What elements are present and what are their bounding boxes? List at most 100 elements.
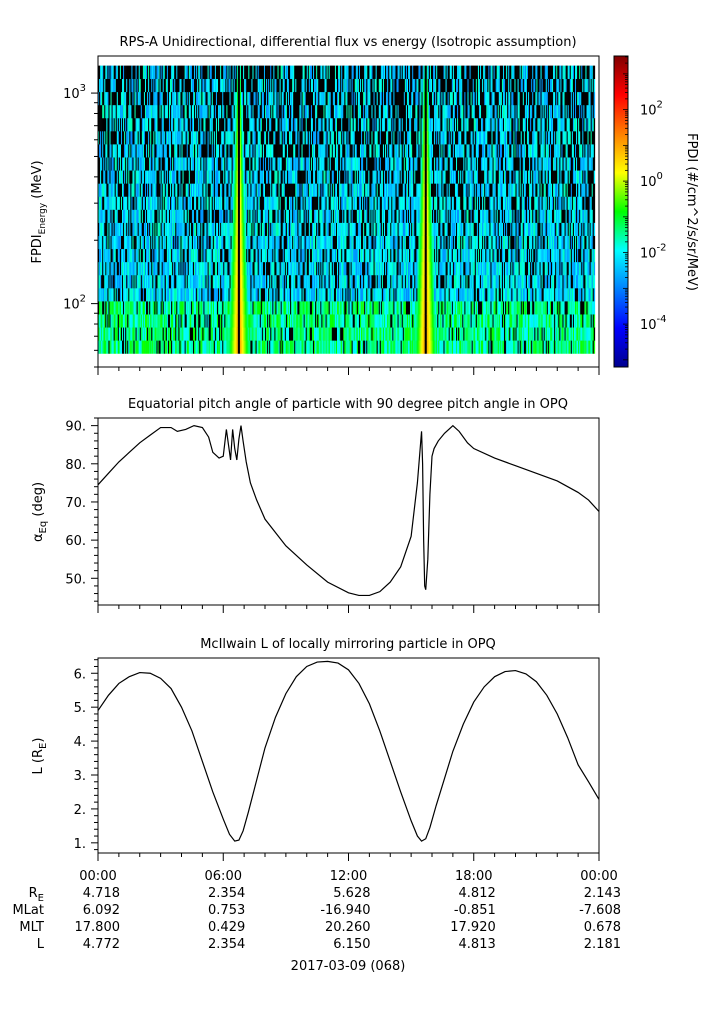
- spectrogram-cell: [184, 170, 186, 184]
- spectrogram-cell: [229, 288, 231, 302]
- spectrogram-cell: [278, 235, 280, 250]
- spectrogram-cell: [257, 327, 260, 341]
- spectrogram-cell: [113, 209, 115, 223]
- spectrogram-cell: [149, 274, 151, 289]
- spectrogram-cell: [195, 235, 197, 250]
- spectrogram-cell: [251, 248, 253, 263]
- spectrogram-cell: [243, 327, 245, 341]
- spectrogram-cell: [265, 288, 267, 302]
- spectrogram-cell: [164, 261, 167, 276]
- spectrogram-cell: [203, 170, 205, 184]
- spectrogram-cell: [251, 131, 253, 145]
- spectrogram-cell: [314, 327, 316, 341]
- spectrogram-cell: [275, 274, 277, 289]
- spectrogram-cell: [153, 196, 155, 210]
- spectrogram-cell: [111, 170, 113, 184]
- spectrogram-cell: [198, 78, 200, 93]
- spectrogram-cell: [171, 183, 173, 197]
- spectrogram-cell: [314, 261, 316, 276]
- spectrogram-cell: [225, 183, 227, 197]
- spectrogram-cell: [255, 222, 257, 236]
- spectrogram-cell: [256, 91, 258, 106]
- spectrogram-cell: [215, 314, 218, 328]
- spectrogram-cell: [255, 170, 257, 184]
- spectrogram-cell: [261, 91, 264, 106]
- spectrogram-cell: [228, 91, 230, 106]
- spectrogram-cell: [234, 274, 237, 289]
- spectrogram-cell: [198, 117, 200, 132]
- spectrogram-cell: [113, 131, 115, 145]
- spectrogram-cell: [221, 183, 223, 197]
- spectrogram-cell: [210, 248, 213, 263]
- spectrogram-cell: [240, 327, 243, 341]
- spectrogram-cell: [189, 340, 192, 354]
- spectrogram-cell: [261, 209, 264, 223]
- spectrogram-cell: [299, 183, 301, 197]
- spectrogram-cell: [273, 91, 275, 106]
- spectrogram-cell: [123, 222, 125, 236]
- spectrogram-cell: [99, 78, 101, 93]
- spectrogram-cell: [131, 144, 133, 158]
- spectrogram-cell: [123, 274, 125, 289]
- spectrogram-cell: [107, 288, 109, 302]
- spectrogram-cell: [144, 235, 147, 250]
- spectrogram-cell: [290, 65, 292, 80]
- spectrogram-cell: [206, 196, 208, 210]
- spectrogram-cell: [281, 288, 284, 302]
- spectrogram-cell: [117, 144, 120, 158]
- spectrogram-cell: [111, 183, 113, 197]
- spectrogram-cell: [271, 327, 273, 341]
- spectrogram-cell: [142, 157, 145, 171]
- spectrogram-cell: [233, 157, 236, 171]
- spectrogram-cell: [296, 65, 298, 80]
- spectrogram-cell: [168, 91, 171, 106]
- spectrogram-cell: [239, 327, 242, 341]
- spectrogram-cell: [149, 91, 151, 106]
- spectrogram-cell: [308, 170, 311, 184]
- spectrogram-cell: [120, 222, 123, 236]
- spectrogram-cell: [168, 314, 171, 328]
- spectrogram-cell: [263, 117, 266, 132]
- spectrogram-cell: [100, 222, 102, 236]
- spectrogram-cell: [174, 261, 176, 276]
- spectrogram-cell: [225, 104, 227, 119]
- spectrogram-cell: [174, 117, 176, 132]
- spectrogram-cell: [248, 209, 250, 223]
- spectrogram-cell: [308, 196, 311, 210]
- spectrogram-cell: [311, 248, 314, 263]
- spectrogram-cell: [215, 157, 218, 171]
- spectrogram-cell: [310, 78, 313, 93]
- spectrogram-cell: [171, 340, 173, 354]
- spectrogram-cell: [286, 274, 289, 289]
- spectrogram-cell: [218, 274, 220, 289]
- spectrogram-cell: [234, 117, 237, 132]
- spectrogram-cell: [278, 65, 280, 80]
- spectrogram-cell: [135, 91, 137, 106]
- spectrogram-cell: [207, 144, 209, 158]
- spectrogram-cell: [301, 157, 303, 171]
- spectrogram-cell: [161, 235, 164, 250]
- spectrogram-cell: [315, 327, 317, 341]
- spectrogram-cell: [245, 104, 247, 119]
- spectrogram-cell: [112, 170, 114, 184]
- spectrogram-cell: [315, 288, 317, 302]
- spectrogram-cell: [294, 196, 296, 210]
- spectrogram-cell: [308, 131, 311, 145]
- spectrogram-cell: [170, 157, 172, 171]
- spectrogram-cell: [187, 340, 190, 354]
- spectrogram-cell: [242, 274, 244, 289]
- spectrogram-cell: [103, 91, 105, 106]
- spectrogram-cell: [183, 261, 185, 276]
- spectrogram-cell: [108, 157, 110, 171]
- spectrogram-cell: [150, 248, 152, 263]
- spectrogram-cell: [232, 91, 234, 106]
- spectrogram-cell: [223, 117, 225, 132]
- spectrogram-cell: [229, 248, 231, 263]
- spectrogram-cell: [118, 104, 121, 119]
- spectrogram-cell: [203, 183, 205, 197]
- spectrogram-cell: [235, 78, 238, 93]
- spectrogram-cell: [231, 157, 233, 171]
- spectrogram-cell: [104, 301, 106, 315]
- spectrogram-cell: [255, 183, 257, 197]
- spectrogram-cell: [135, 78, 137, 93]
